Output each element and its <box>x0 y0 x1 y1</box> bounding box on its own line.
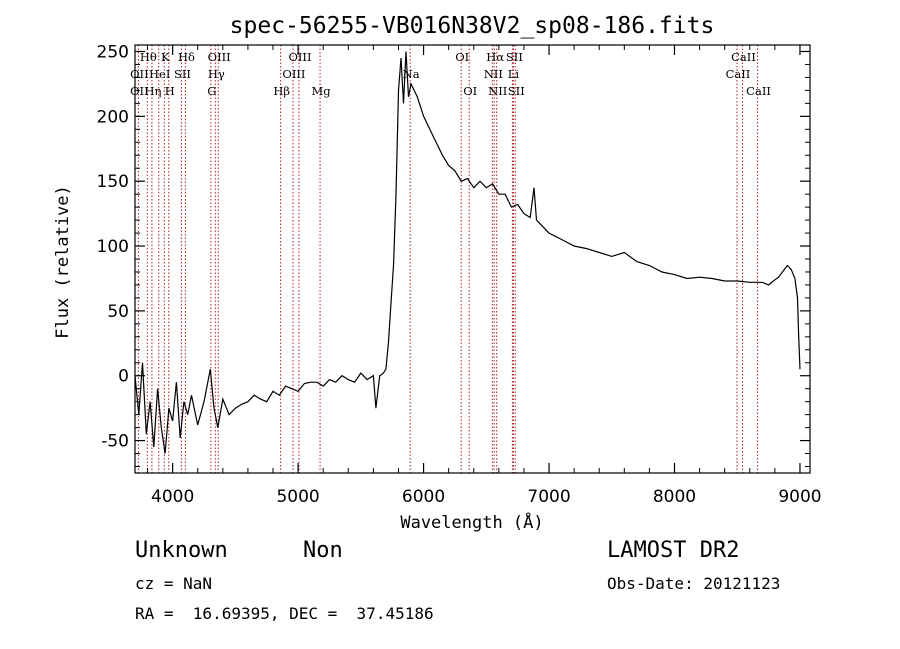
line-label: NII <box>488 84 507 98</box>
x-tick-label: 7000 <box>527 487 570 507</box>
object-subclass: Non <box>303 538 343 563</box>
marker-lines <box>137 45 759 473</box>
chart-title: spec-56255-VB016N38V2_sp08-186.fits <box>230 13 715 39</box>
y-tick-label: 200 <box>97 107 129 127</box>
x-axis-ticks: 4000 5000 6000 7000 8000 9000 <box>147 45 822 507</box>
y-tick-label: 0 <box>118 367 129 387</box>
line-label: OIII <box>288 50 311 64</box>
line-label: OI <box>455 50 469 64</box>
line-label: G <box>207 84 216 98</box>
y-axis-ticks: -50 0 50 100 150 200 250 <box>97 42 810 468</box>
line-label: Hδ <box>178 50 195 64</box>
y-tick-label: 100 <box>97 237 129 257</box>
line-label: Hθ <box>140 50 157 64</box>
line-label: CaII <box>746 84 771 98</box>
x-axis-label: Wavelength (Å) <box>400 511 543 533</box>
x-tick-label: 9000 <box>778 487 821 507</box>
survey-name: LAMOST DR2 <box>607 538 740 563</box>
line-label: OIII <box>282 67 305 81</box>
line-label: SII <box>506 50 523 64</box>
object-class: Unknown <box>135 538 228 563</box>
line-label: Li <box>508 67 520 81</box>
y-tick-label: -50 <box>101 432 129 452</box>
line-label: Hη <box>144 84 161 98</box>
y-tick-label: 250 <box>97 42 129 62</box>
line-label: SII <box>508 84 525 98</box>
line-label: CaII <box>731 50 756 64</box>
line-label: NII <box>484 67 503 81</box>
line-label: CaII <box>726 67 751 81</box>
line-label: OI <box>463 84 477 98</box>
line-label: K <box>161 50 170 64</box>
redshift-cz: cz = NaN <box>135 574 213 593</box>
x-tick-label: 5000 <box>276 487 319 507</box>
x-tick-label: 4000 <box>151 487 194 507</box>
y-tick-label: 150 <box>97 172 129 192</box>
x-tick-label: 6000 <box>402 487 445 507</box>
line-label: SII <box>174 67 191 81</box>
line-label: Hγ <box>208 67 225 81</box>
line-label: H <box>165 84 175 98</box>
coordinates: RA = 16.69395, DEC = 37.45186 <box>135 604 434 623</box>
plot-frame <box>134 44 811 474</box>
line-label: Hβ <box>273 84 290 98</box>
line-label: Mg <box>311 84 331 98</box>
spectrum-line <box>134 51 801 454</box>
line-label: Hα <box>486 50 504 64</box>
line-label: HeI <box>149 67 170 81</box>
observation-date: Obs-Date: 20121123 <box>607 574 781 593</box>
x-tick-label: 8000 <box>653 487 696 507</box>
y-tick-label: 50 <box>107 302 129 322</box>
y-axis-label: Flux (relative) <box>53 185 73 339</box>
line-label: OII <box>130 67 149 81</box>
line-label: OIII <box>208 50 231 64</box>
